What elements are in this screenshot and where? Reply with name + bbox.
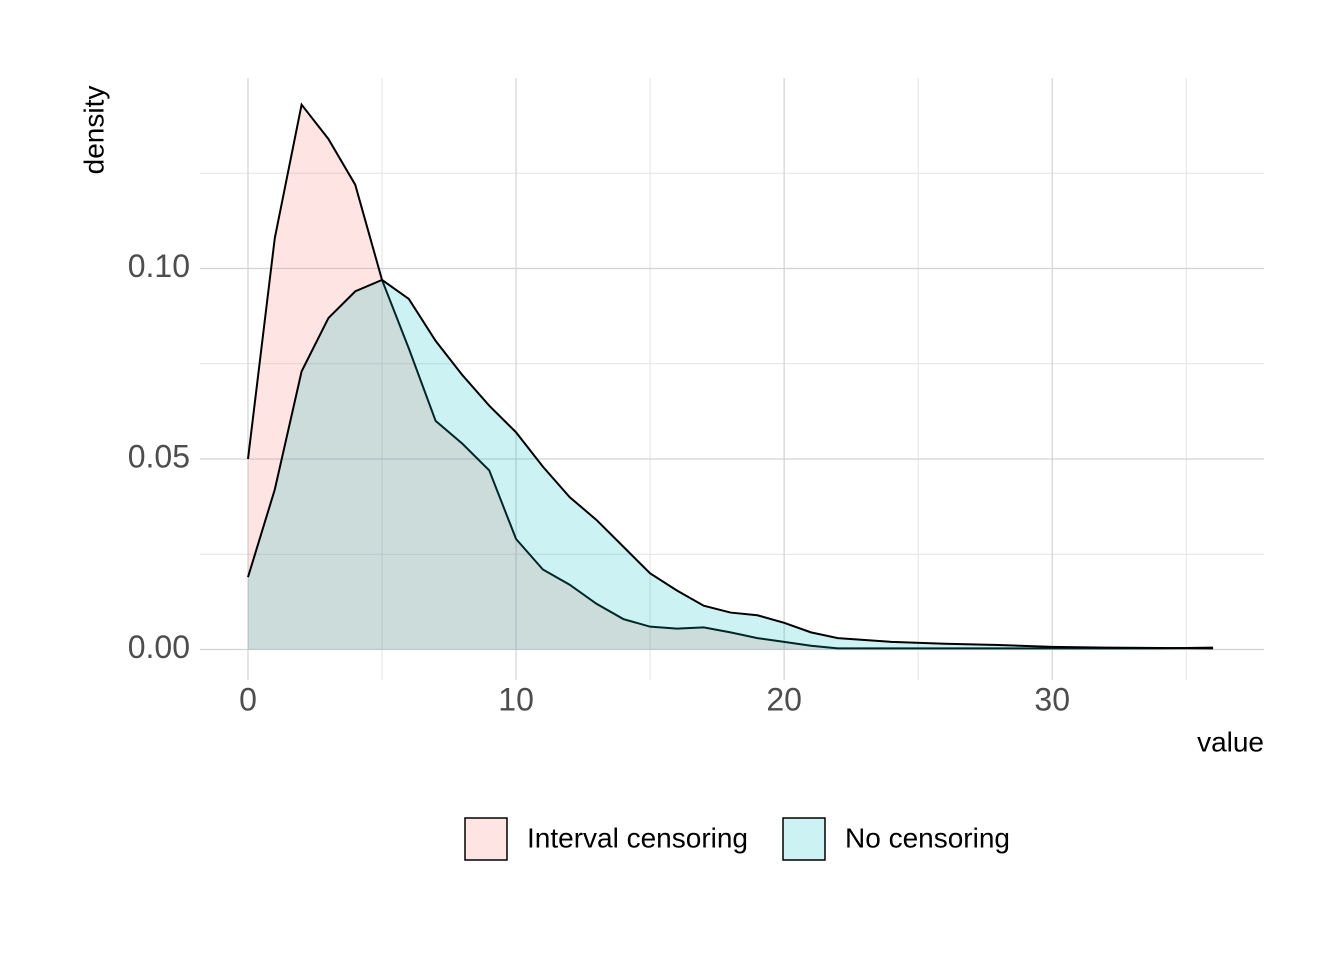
density-area [247,104,1214,650]
y-tick-label: 0.10 [128,248,190,284]
x-tick-label: 10 [498,681,534,717]
x-tick-label: 0 [239,681,257,717]
x-tick-label: 20 [766,681,802,717]
density-line [247,278,1214,650]
y-axis-title: density [78,86,109,175]
y-tick-label: 0.05 [128,438,190,474]
y-tick-label: 0.00 [128,629,190,665]
density-area [247,279,1214,650]
x-tick-label: 30 [1034,681,1070,717]
x-axis-title: value [1197,726,1264,757]
legend-label: Interval censoring [527,822,748,853]
legend-key [782,817,826,861]
legend-key [464,817,508,861]
legend-label: No censoring [845,822,1010,853]
density-line [246,102,1214,650]
